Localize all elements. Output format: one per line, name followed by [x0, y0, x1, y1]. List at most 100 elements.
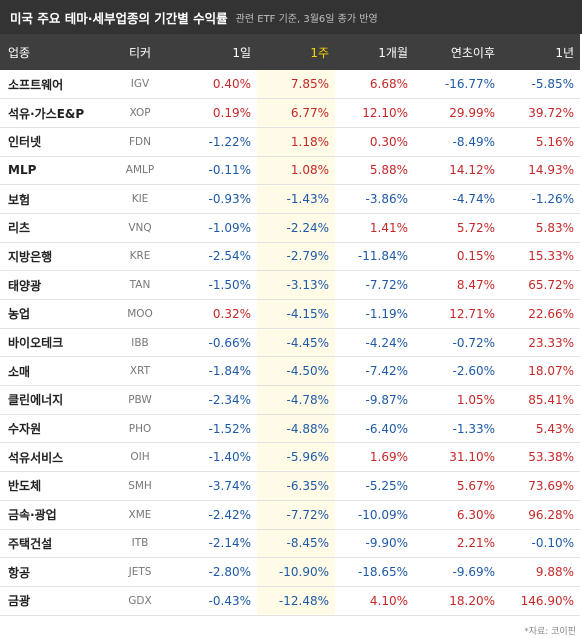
return-1d-cell: -1.52%: [208, 421, 251, 436]
return-1m-cell: 0.30%: [369, 134, 408, 149]
col-header-ytd[interactable]: 연초이후: [450, 45, 495, 60]
return-1m-cell: 12.10%: [362, 106, 408, 121]
table-row: 수자원 PHO -1.52% -4.88% -6.40% -1.33% 5.43%: [0, 414, 580, 443]
ticker-cell: OIH: [130, 451, 150, 464]
table-row: 태양광 TAN -1.50% -3.13% -7.72% 8.47% 65.72%: [0, 270, 580, 300]
ticker-cell: AMLP: [125, 164, 155, 177]
return-1w-cell: -1.43%: [257, 184, 335, 214]
ticker-cell: IBB: [131, 336, 149, 349]
return-1w-cell: -4.78%: [257, 385, 335, 415]
sector-cell: 소프트웨어: [8, 77, 64, 92]
col-header-1m[interactable]: 1개월: [378, 45, 408, 60]
return-1d-cell: -1.40%: [208, 450, 251, 465]
header-row: 업종 티커 1일 1주 1개월 연초이후 1년: [0, 34, 580, 70]
return-1d-cell: 0.40%: [212, 77, 251, 92]
return-1d-cell: -2.42%: [208, 507, 251, 522]
return-1m-cell: -3.86%: [365, 192, 408, 207]
table-title: 미국 주요 테마·세부업종의 기간별 수익률: [10, 10, 228, 26]
return-1w-cell: 1.18%: [257, 127, 335, 157]
return-1y-cell: 18.07%: [528, 364, 574, 379]
sector-cell: 클린에너지: [8, 393, 64, 408]
col-header-1w[interactable]: 1주: [310, 45, 329, 60]
table-row: 금속·광업 XME -2.42% -7.72% -10.09% 6.30% 96.28%: [0, 500, 580, 529]
return-1d-cell: -1.22%: [208, 134, 251, 149]
col-header-1d[interactable]: 1일: [232, 45, 251, 60]
return-1w-cell: 7.85%: [257, 70, 335, 99]
return-1d-cell: -0.66%: [208, 335, 251, 350]
return-1m-cell: -7.72%: [365, 278, 408, 293]
sector-cell: 소매: [8, 364, 31, 379]
table-row: MLP AMLP -0.11% 1.08% 5.88% 14.12% 14.93%: [0, 156, 580, 185]
return-1y-cell: 73.69%: [528, 478, 574, 493]
col-header-sector[interactable]: 업종: [8, 45, 31, 60]
return-ytd-cell: 5.72%: [456, 220, 495, 235]
sector-cell: 금속·광업: [8, 508, 57, 523]
sector-cell: 농업: [8, 307, 31, 322]
sector-cell: 리츠: [8, 221, 31, 236]
return-ytd-cell: 5.67%: [456, 478, 495, 493]
return-1m-cell: 5.88%: [369, 163, 408, 178]
table-row: 보험 KIE -0.93% -1.43% -3.86% -4.74% -1.26%: [0, 184, 580, 214]
return-1w-cell: -2.24%: [257, 213, 335, 243]
return-ytd-cell: -4.74%: [452, 192, 495, 207]
return-1d-cell: -2.80%: [208, 565, 251, 580]
return-1w-cell: -3.13%: [257, 270, 335, 300]
return-1d-cell: -1.50%: [208, 278, 251, 293]
sector-cell: 금광: [8, 594, 31, 609]
sector-cell: MLP: [8, 163, 37, 178]
return-1w-cell: -12.48%: [257, 586, 335, 616]
return-1d-cell: -2.54%: [208, 249, 251, 264]
return-1y-cell: 5.16%: [535, 134, 574, 149]
table-row: 리츠 VNQ -1.09% -2.24% 1.41% 5.72% 5.83%: [0, 213, 580, 243]
ticker-cell: ITB: [131, 537, 149, 550]
ticker-cell: FDN: [129, 135, 151, 148]
ticker-cell: VNQ: [128, 221, 152, 234]
return-ytd-cell: -0.72%: [452, 335, 495, 350]
return-ytd-cell: 2.21%: [456, 536, 495, 551]
return-1m-cell: -4.24%: [365, 335, 408, 350]
ticker-cell: PBW: [128, 393, 152, 406]
table-subtitle: 관련 ETF 기준, 3월6일 종가 반영: [235, 13, 378, 25]
return-1d-cell: 0.32%: [212, 306, 251, 321]
return-ytd-cell: 29.99%: [449, 106, 495, 121]
return-1m-cell: -9.90%: [365, 536, 408, 551]
return-ytd-cell: 6.30%: [456, 507, 495, 522]
ticker-cell: KIE: [131, 193, 149, 206]
return-1y-cell: -1.26%: [531, 192, 574, 207]
ticker-cell: GDX: [128, 594, 152, 607]
return-1w-cell: 6.77%: [257, 98, 335, 128]
return-1y-cell: 15.33%: [528, 249, 574, 264]
sector-cell: 보험: [8, 192, 31, 207]
return-1y-cell: 5.43%: [535, 421, 574, 436]
return-1w-cell: -10.90%: [257, 557, 335, 587]
ticker-cell: JETS: [128, 566, 152, 579]
col-header-ticker[interactable]: 티커: [128, 45, 152, 60]
title-bar: 미국 주요 테마·세부업종의 기간별 수익률 관련 ETF 기준, 3월6일 종…: [0, 0, 582, 34]
return-1w-cell: -2.79%: [257, 242, 335, 271]
table-row: 반도체 SMH -3.74% -6.35% -5.25% 5.67% 73.69%: [0, 471, 580, 501]
ticker-cell: SMH: [128, 479, 152, 492]
return-1d-cell: -3.74%: [208, 478, 251, 493]
return-ytd-cell: 1.05%: [456, 392, 495, 407]
table-row: 클린에너지 PBW -2.34% -4.78% -9.87% 1.05% 85.41%: [0, 385, 580, 415]
return-1d-cell: -1.84%: [208, 364, 251, 379]
table-row: 금광 GDX -0.43% -12.48% 4.10% 18.20% 146.90%: [0, 586, 580, 616]
return-1w-cell: -8.45%: [257, 529, 335, 558]
sector-cell: 바이오테크: [8, 336, 64, 351]
col-header-1y[interactable]: 1년: [555, 45, 574, 60]
return-1m-cell: -5.25%: [365, 478, 408, 493]
return-1d-cell: -1.09%: [208, 220, 251, 235]
return-1w-cell: -4.15%: [257, 299, 335, 329]
ticker-cell: XRT: [129, 365, 151, 378]
return-1w-cell: -5.96%: [257, 442, 335, 472]
return-1m-cell: -1.19%: [365, 306, 408, 321]
sector-cell: 석유·가스E&P: [8, 106, 85, 121]
table-row: 석유·가스E&P XOP 0.19% 6.77% 12.10% 29.99% 39.72%: [0, 98, 580, 128]
return-1m-cell: -10.09%: [357, 507, 408, 522]
sector-cell: 항공: [8, 565, 31, 580]
table-row: 바이오테크 IBB -0.66% -4.45% -4.24% -0.72% 23.33%: [0, 328, 580, 357]
return-1y-cell: 9.88%: [535, 565, 574, 580]
return-1y-cell: 22.66%: [528, 306, 574, 321]
sector-cell: 인터넷: [8, 135, 42, 150]
ticker-cell: XOP: [129, 107, 151, 120]
